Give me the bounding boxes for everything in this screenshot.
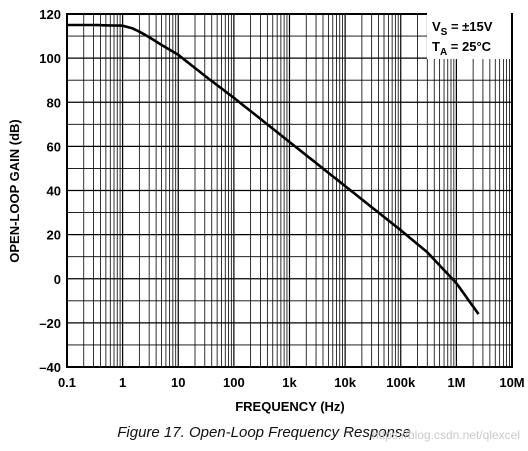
y-tick-label: –40 — [39, 360, 61, 375]
x-tick-label: 100k — [386, 375, 416, 390]
y-tick-label: –20 — [39, 316, 61, 331]
y-tick-label: 0 — [54, 272, 61, 287]
figure-caption: Figure 17. Open-Loop Frequency Response — [117, 424, 411, 441]
x-tick-label: 10 — [171, 375, 185, 390]
y-tick-label: 120 — [39, 7, 61, 22]
y-tick-label: 80 — [47, 95, 61, 110]
y-axis-label: OPEN-LOOP GAIN (dB) — [7, 119, 22, 262]
y-tick-label: 20 — [47, 228, 61, 243]
annotation-box: VS = ±15V TA = 25°C — [427, 13, 511, 59]
y-tick-label: 100 — [39, 51, 61, 66]
x-tick-labels: 0.1 1 10 100 1k 10k 100k 1M 10M — [58, 375, 525, 390]
y-tick-labels: 120 100 80 60 40 20 0 –20 –40 — [39, 7, 61, 375]
x-tick-label: 1M — [447, 375, 465, 390]
x-axis-label: FREQUENCY (Hz) — [235, 399, 345, 414]
y-tick-label: 40 — [47, 184, 61, 199]
x-tick-label: 1 — [119, 375, 126, 390]
annotation-ta: TA = 25°C — [432, 39, 492, 58]
x-tick-label: 1k — [282, 375, 297, 390]
watermark: https://blog.csdn.net/qlexcel — [371, 428, 520, 442]
y-tick-label: 60 — [47, 139, 61, 154]
grid — [67, 14, 512, 367]
x-tick-label: 0.1 — [58, 375, 76, 390]
plot-frame — [66, 13, 513, 368]
x-tick-label: 10k — [334, 375, 356, 390]
annotation-vs: VS = ±15V — [432, 19, 493, 38]
gain-curve — [67, 23, 480, 315]
x-tick-label: 10M — [499, 375, 524, 390]
x-tick-label: 100 — [223, 375, 245, 390]
